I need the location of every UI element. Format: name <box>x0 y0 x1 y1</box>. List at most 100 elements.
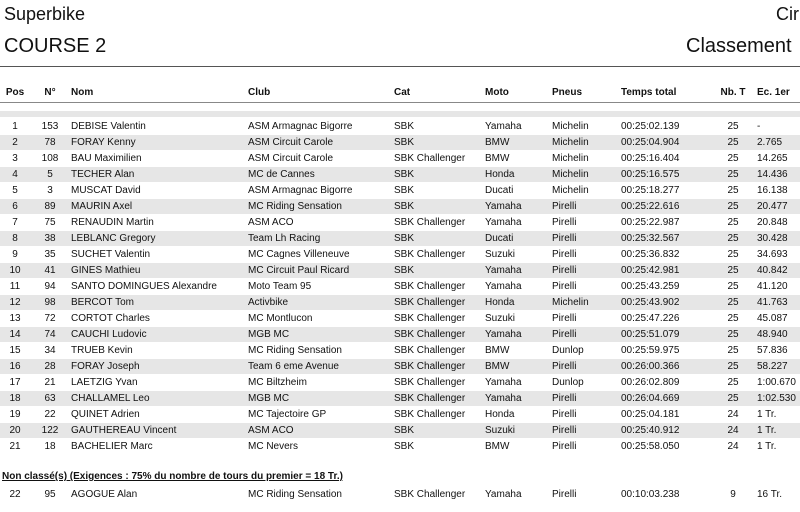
number-cell: 95 <box>44 489 56 500</box>
bike-cell: Ducati <box>485 233 514 244</box>
laps-cell: 24 <box>727 409 739 420</box>
laps-cell: 25 <box>727 329 739 340</box>
gap-cell: 1:00.670 <box>757 377 796 388</box>
category-cell: SBK Challenger <box>394 393 466 404</box>
club-cell: Activbike <box>248 297 289 308</box>
club-cell: MC Montlucon <box>248 313 313 324</box>
name-cell: TECHER Alan <box>71 169 135 180</box>
laps-cell: 25 <box>727 153 739 164</box>
category-cell: SBK <box>394 265 415 276</box>
laps-cell: 25 <box>727 361 739 372</box>
page-subtitle: COURSE 2 <box>4 35 107 57</box>
name-cell: FORAY Joseph <box>71 361 140 372</box>
category-cell: SBK Challenger <box>394 217 466 228</box>
category-cell: SBK Challenger <box>394 361 466 372</box>
name-cell: CHALLAMEL Leo <box>71 393 150 404</box>
club-cell: MC Riding Sensation <box>248 345 342 356</box>
total-time-cell: 00:25:16.575 <box>621 169 680 180</box>
pos-cell: 2 <box>12 137 18 148</box>
pos-cell: 5 <box>12 185 18 196</box>
pos-cell: 6 <box>12 201 18 212</box>
laps-cell: 25 <box>727 281 739 292</box>
pos-cell: 4 <box>12 169 18 180</box>
header-rule <box>0 66 800 67</box>
name-cell: FORAY Kenny <box>71 137 136 148</box>
name-cell: BERCOT Tom <box>71 297 134 308</box>
bike-cell: Honda <box>485 169 515 180</box>
total-time-cell: 00:25:59.975 <box>621 345 680 356</box>
club-cell: MC Circuit Paul Ricard <box>248 265 350 276</box>
club-cell: MC Riding Sensation <box>248 201 342 212</box>
laps-cell: 25 <box>727 169 739 180</box>
tyres-cell: Pirelli <box>552 409 577 420</box>
number-cell: 38 <box>44 233 56 244</box>
tyres-cell: Michelin <box>552 297 589 308</box>
row-band <box>0 391 800 406</box>
number-cell: 63 <box>44 393 56 404</box>
bike-cell: Yamaha <box>485 201 522 212</box>
tyres-cell: Michelin <box>552 169 589 180</box>
number-cell: 34 <box>44 345 56 356</box>
gap-cell: 41.120 <box>757 281 788 292</box>
name-cell: SANTO DOMINGUES Alexandre <box>71 281 217 292</box>
club-cell: ASM ACO <box>248 217 294 228</box>
laps-cell: 25 <box>727 217 739 228</box>
category-cell: SBK <box>394 137 415 148</box>
gap-cell: 20.848 <box>757 217 788 228</box>
header-right-bottom: Classement <box>686 35 792 57</box>
category-cell: SBK Challenger <box>394 409 466 420</box>
total-time-cell: 00:25:02.139 <box>621 121 680 132</box>
gap-cell: 40.842 <box>757 265 788 276</box>
tyres-cell: Michelin <box>552 153 589 164</box>
bike-cell: Honda <box>485 297 515 308</box>
table-header-rule <box>0 102 800 103</box>
gap-cell: 1 Tr. <box>757 425 777 436</box>
tyres-cell: Pirelli <box>552 217 577 228</box>
gap-cell: 20.477 <box>757 201 788 212</box>
laps-cell: 25 <box>727 265 739 276</box>
laps-cell: 25 <box>727 377 739 388</box>
number-cell: 75 <box>44 217 56 228</box>
club-cell: MC Tajectoire GP <box>248 409 327 420</box>
gap-cell: 57.836 <box>757 345 788 356</box>
category-cell: SBK Challenger <box>394 329 466 340</box>
row-band <box>0 199 800 214</box>
gap-cell: 1 Tr. <box>757 441 777 452</box>
column-header: Club <box>248 87 271 98</box>
bike-cell: BMW <box>485 441 510 452</box>
tyres-cell: Dunlop <box>552 377 584 388</box>
number-cell: 5 <box>47 169 53 180</box>
club-cell: Moto Team 95 <box>248 281 312 292</box>
total-time-cell: 00:25:32.567 <box>621 233 680 244</box>
total-time-cell: 00:25:16.404 <box>621 153 680 164</box>
category-cell: SBK <box>394 441 415 452</box>
number-cell: 74 <box>44 329 56 340</box>
gap-cell: 1:02.530 <box>757 393 796 404</box>
name-cell: LEBLANC Gregory <box>71 233 156 244</box>
pos-cell: 15 <box>9 345 21 356</box>
tyres-cell: Pirelli <box>552 441 577 452</box>
tyres-cell: Pirelli <box>552 201 577 212</box>
total-time-cell: 00:25:22.987 <box>621 217 680 228</box>
column-header: Pos <box>5 87 25 98</box>
name-cell: CORTOT Charles <box>71 313 150 324</box>
total-time-cell: 00:10:03.238 <box>621 489 680 500</box>
bike-cell: Yamaha <box>485 489 522 500</box>
category-cell: SBK Challenger <box>394 153 466 164</box>
gap-cell: 1 Tr. <box>757 409 777 420</box>
gap-cell: 41.763 <box>757 297 788 308</box>
total-time-cell: 00:26:04.669 <box>621 393 680 404</box>
tyres-cell: Michelin <box>552 121 589 132</box>
category-cell: SBK Challenger <box>394 281 466 292</box>
pos-cell: 22 <box>9 489 21 500</box>
laps-cell: 25 <box>727 393 739 404</box>
category-cell: SBK <box>394 201 415 212</box>
gap-cell: 14.436 <box>757 169 788 180</box>
column-header: Nom <box>71 87 94 98</box>
pos-cell: 3 <box>12 153 18 164</box>
pos-cell: 7 <box>12 217 18 228</box>
name-cell: TRUEB Kevin <box>71 345 133 356</box>
number-cell: 21 <box>44 377 56 388</box>
number-cell: 35 <box>44 249 56 260</box>
